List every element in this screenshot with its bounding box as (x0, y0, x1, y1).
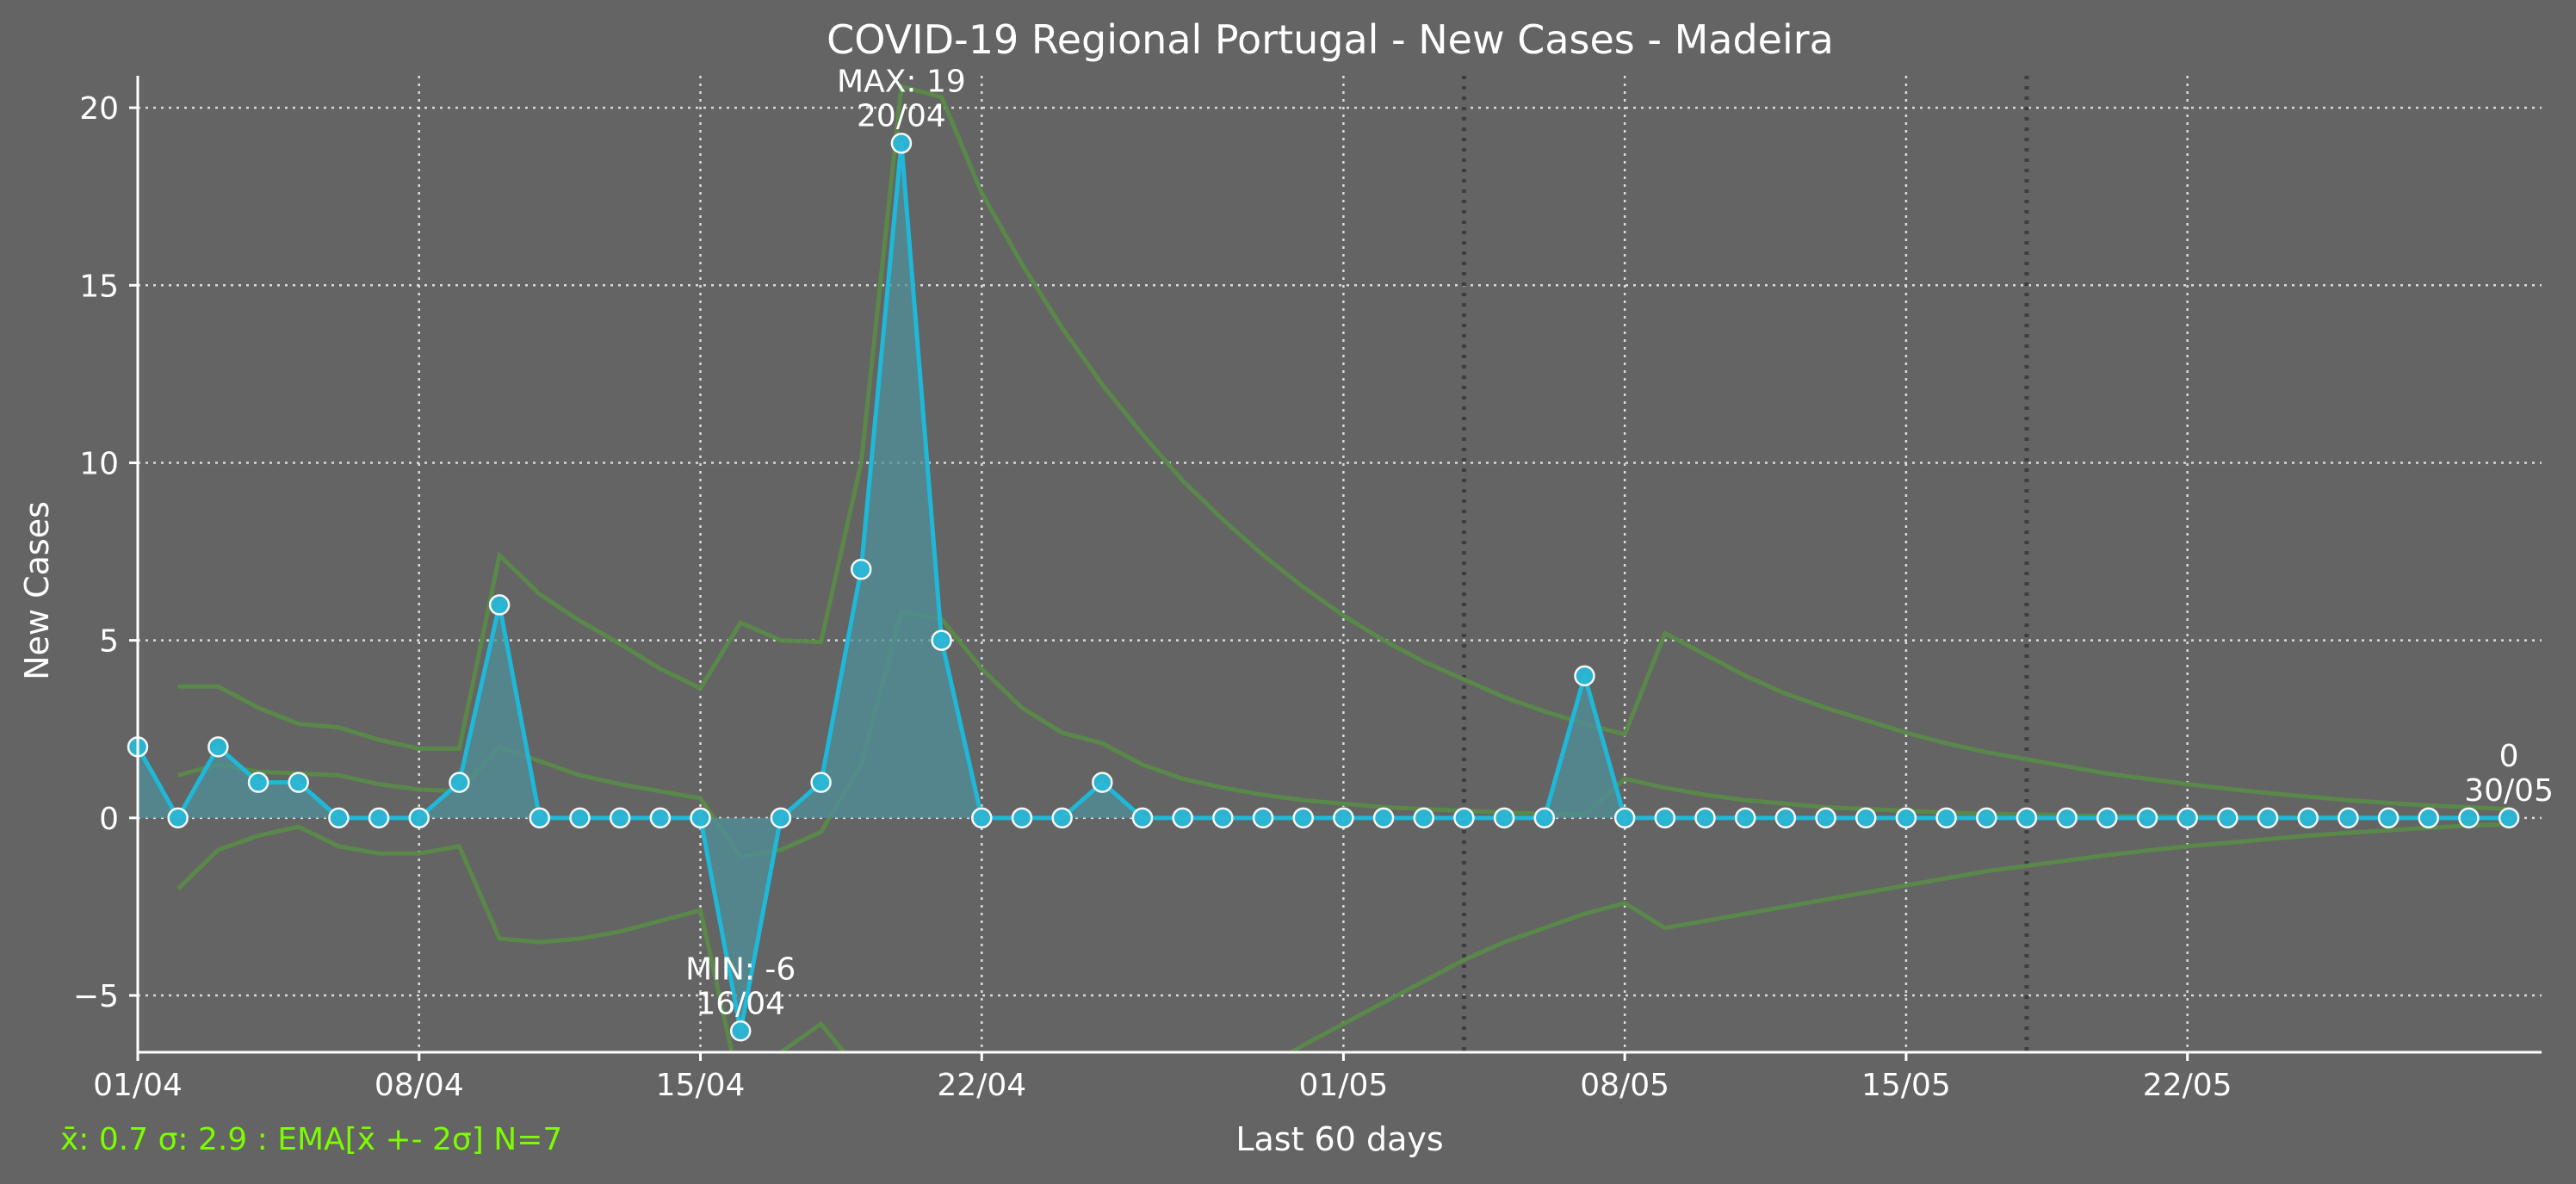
x-tick-label: 15/04 (656, 1068, 746, 1103)
chart-title: COVID-19 Regional Portugal - New Cases -… (827, 16, 1834, 63)
data-point (1935, 807, 1957, 829)
data-point (1252, 807, 1274, 829)
y-tick-label: 0 (99, 802, 119, 837)
tick-labels: −5 0 5 10 15 20 01/04 08/04 15/04 22/04 01/05 08/05… (73, 91, 2232, 1103)
x-tick-label: 01/04 (93, 1068, 183, 1103)
x-tick-label: 08/04 (375, 1068, 464, 1103)
data-point (690, 807, 711, 829)
y-tick-label: 10 (79, 446, 119, 481)
data-point (2257, 807, 2279, 829)
data-point (247, 772, 269, 793)
data-point (770, 807, 792, 829)
data-point (207, 736, 229, 758)
data-point (850, 558, 872, 580)
data-point (609, 807, 631, 829)
data-point (1493, 807, 1515, 829)
data-point (2297, 807, 2319, 829)
data-point (1212, 807, 1234, 829)
x-tick-label: 22/05 (2143, 1068, 2232, 1103)
data-point (2136, 807, 2158, 829)
data-point (368, 807, 390, 829)
data-point (1172, 807, 1193, 829)
annotation-value: MIN: -6 (685, 952, 796, 987)
annotation-value: 0 (2499, 739, 2519, 774)
data-point (1574, 665, 1595, 687)
data-point (1855, 807, 1877, 829)
data-point (1413, 807, 1435, 829)
data-point (931, 629, 952, 651)
y-tick-label: 5 (99, 624, 119, 660)
data-point (1372, 807, 1395, 829)
cases-markers (127, 133, 2520, 1042)
data-point (1092, 772, 1113, 793)
x-tick-label: 08/05 (1580, 1068, 1669, 1103)
data-point (810, 772, 832, 793)
data-point (1453, 807, 1475, 829)
annotation-date: 20/04 (857, 98, 946, 133)
data-point (2498, 807, 2520, 829)
data-point (2217, 807, 2239, 829)
ema-band-lower (176, 821, 2510, 1052)
annotation-date: 30/05 (2464, 773, 2554, 809)
data-point (971, 807, 993, 829)
data-point (569, 807, 591, 829)
x-tick-label: 01/05 (1299, 1068, 1389, 1103)
annotation-date: 16/04 (696, 986, 785, 1021)
data-point (1654, 807, 1676, 829)
data-point (1131, 807, 1154, 829)
x-tick-label: 15/05 (1861, 1068, 1951, 1103)
data-point (1976, 807, 1997, 829)
data-point (729, 1020, 752, 1042)
y-tick-label: 15 (79, 269, 119, 304)
data-point (449, 772, 470, 793)
data-point (1533, 807, 1556, 829)
data-point (2056, 807, 2078, 829)
data-point (529, 807, 551, 829)
stats-footer: x̄: 0.7 σ: 2.9 : EMA[x̄ +- 2σ] N=7 (60, 1122, 562, 1157)
data-point (2458, 807, 2480, 829)
data-point (288, 772, 309, 793)
data-point (2338, 807, 2359, 829)
data-point (1011, 807, 1033, 829)
data-point (1815, 807, 1836, 829)
data-point (2016, 807, 2038, 829)
dotted-vertical-lines (1461, 76, 2029, 1052)
data-point (890, 133, 913, 154)
data-point (1333, 807, 1354, 829)
axes (136, 76, 2542, 1054)
ema-band-upper (177, 84, 2510, 812)
data-point (1895, 807, 1917, 829)
data-point (167, 807, 189, 829)
data-point (2177, 807, 2198, 829)
data-point (2418, 807, 2440, 829)
y-tick-label: 20 (79, 91, 119, 127)
data-point (2377, 807, 2400, 829)
data-point (2096, 807, 2118, 829)
data-point (1051, 807, 1073, 829)
y-axis-label: New Cases (18, 501, 56, 680)
data-point (1774, 807, 1797, 829)
annotation-value: MAX: 19 (837, 64, 966, 99)
data-point (1292, 807, 1314, 829)
data-point (328, 807, 350, 829)
data-point (1694, 807, 1716, 829)
x-axis-label: Last 60 days (1235, 1120, 1443, 1158)
data-point (488, 594, 511, 616)
data-point (408, 807, 430, 829)
x-tick-label: 22/04 (937, 1068, 1026, 1103)
data-point (1613, 807, 1636, 829)
data-point (1734, 807, 1756, 829)
data-point (649, 807, 672, 829)
y-tick-label: −5 (73, 979, 119, 1014)
